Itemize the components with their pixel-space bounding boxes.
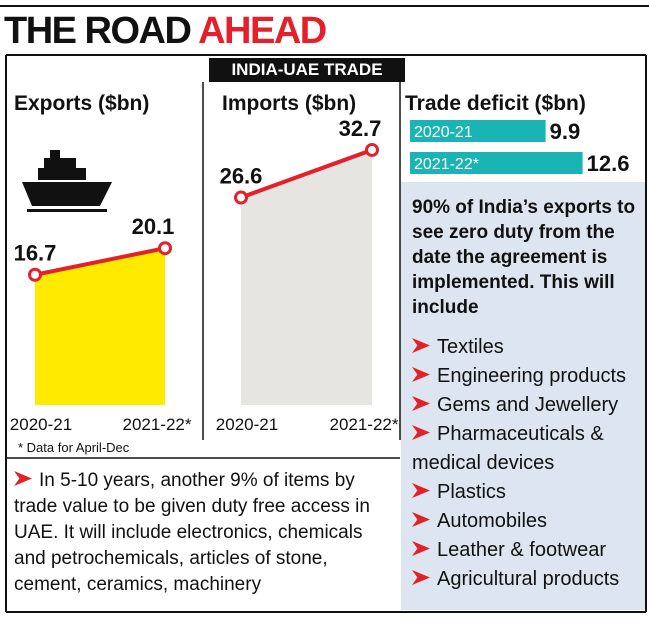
line xyxy=(34,246,166,277)
arrow-icon xyxy=(412,541,430,556)
bar xyxy=(410,120,546,142)
ship-icon xyxy=(22,150,112,212)
arrow-icon xyxy=(412,425,430,440)
note-text: In 5-10 years, another 9% of items by tr… xyxy=(14,470,370,595)
x-tick-label: 2021-22* xyxy=(122,415,191,434)
point xyxy=(28,267,42,282)
list-item: Textiles xyxy=(412,333,644,362)
list-item: Pharmaceuticals & medical devices xyxy=(412,420,644,478)
arrow-icon xyxy=(14,471,32,486)
title-text: THE ROAD xyxy=(4,10,192,52)
chart-title: Imports ($bn) xyxy=(222,92,356,115)
list-item: Gems and Jewellery xyxy=(412,391,644,420)
panel-heading: 90% of India’s exports to see zero duty … xyxy=(412,197,636,318)
item-text: Engineering products xyxy=(437,365,627,387)
point xyxy=(158,241,172,256)
list-item: Engineering products xyxy=(412,362,644,391)
item-text: Gems and Jewellery xyxy=(437,394,619,416)
value-label: 32.7 xyxy=(339,116,382,141)
value-label: 9.9 xyxy=(550,119,581,144)
item-text: Agricultural products xyxy=(437,568,620,590)
bar xyxy=(410,152,583,174)
arrow-icon xyxy=(412,570,430,585)
value-label: 12.6 xyxy=(587,151,630,176)
value-label: 20.1 xyxy=(132,214,175,239)
arrow-icon xyxy=(412,483,430,498)
value-label: 16.7 xyxy=(14,241,57,266)
arrow-icon xyxy=(412,512,430,527)
info-panel xyxy=(401,182,645,610)
title-highlight: AHEAD xyxy=(198,10,327,52)
x-tick-label: 2021-22* xyxy=(329,415,398,434)
item-text: Plastics xyxy=(437,481,506,503)
point xyxy=(234,190,248,205)
line xyxy=(240,148,373,200)
point xyxy=(365,142,379,157)
area xyxy=(35,248,165,405)
list-item: Leather & footwear xyxy=(412,536,644,565)
category-label: 2020-21 xyxy=(414,124,473,141)
footnote: * Data for April-Dec xyxy=(18,440,130,455)
panel-list: Textiles Engineering products Gems and Jew… xyxy=(412,333,644,594)
item-text: Automobiles xyxy=(437,510,548,532)
category-label: 2021-22* xyxy=(414,156,479,173)
arrow-icon xyxy=(412,338,430,353)
list-item: Plastics xyxy=(412,478,644,507)
badge: INDIA-UAE TRADE xyxy=(209,58,405,82)
chart-title: Trade deficit ($bn) xyxy=(405,92,586,115)
arrow-icon xyxy=(412,367,430,382)
arrow-icon xyxy=(412,396,430,411)
chart-title: Exports ($bn) xyxy=(14,92,149,115)
x-tick-label: 2020-21 xyxy=(216,415,278,434)
item-text: Pharmaceuticals & medical devices xyxy=(412,423,604,474)
note: In 5-10 years, another 9% of items by tr… xyxy=(14,468,394,598)
title: THE ROAD AHEAD xyxy=(4,10,327,53)
value-label: 26.6 xyxy=(220,164,263,189)
item-text: Leather & footwear xyxy=(437,539,606,561)
item-text: Textiles xyxy=(437,336,504,358)
list-item: Automobiles xyxy=(412,507,644,536)
x-tick-label: 2020-21 xyxy=(10,415,72,434)
list-item: Agricultural products xyxy=(412,565,644,594)
area xyxy=(241,149,372,405)
